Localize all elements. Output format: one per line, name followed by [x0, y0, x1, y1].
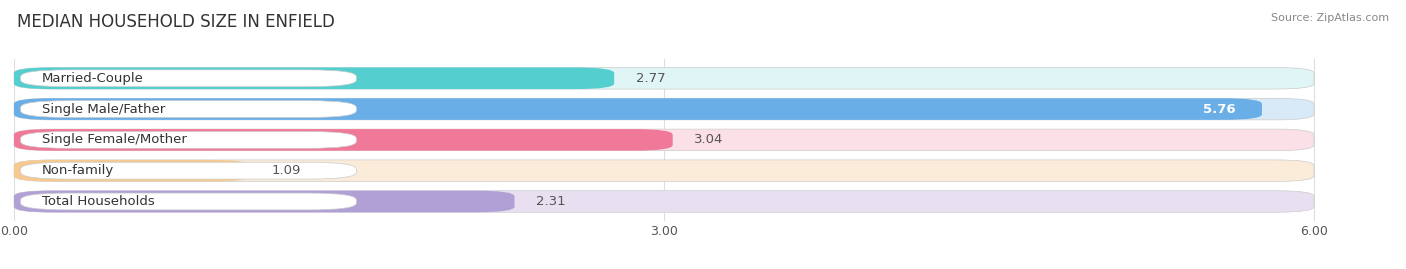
Text: 5.76: 5.76 [1204, 102, 1236, 116]
FancyBboxPatch shape [14, 68, 614, 89]
FancyBboxPatch shape [21, 101, 356, 118]
FancyBboxPatch shape [14, 191, 1315, 212]
FancyBboxPatch shape [21, 132, 356, 148]
FancyBboxPatch shape [14, 160, 250, 182]
FancyBboxPatch shape [14, 160, 1315, 182]
Text: 3.04: 3.04 [695, 133, 724, 146]
FancyBboxPatch shape [14, 191, 515, 212]
Text: MEDIAN HOUSEHOLD SIZE IN ENFIELD: MEDIAN HOUSEHOLD SIZE IN ENFIELD [17, 13, 335, 31]
FancyBboxPatch shape [14, 129, 1315, 151]
FancyBboxPatch shape [14, 98, 1263, 120]
Text: Non-family: Non-family [42, 164, 114, 177]
FancyBboxPatch shape [21, 193, 356, 210]
Text: 2.31: 2.31 [536, 195, 565, 208]
FancyBboxPatch shape [14, 68, 1315, 89]
Text: Source: ZipAtlas.com: Source: ZipAtlas.com [1271, 13, 1389, 23]
Text: 1.09: 1.09 [271, 164, 301, 177]
Text: 2.77: 2.77 [636, 72, 665, 85]
FancyBboxPatch shape [14, 98, 1315, 120]
Text: Single Male/Father: Single Male/Father [42, 102, 166, 116]
Text: Total Households: Total Households [42, 195, 155, 208]
FancyBboxPatch shape [21, 70, 356, 87]
Text: Single Female/Mother: Single Female/Mother [42, 133, 187, 146]
FancyBboxPatch shape [21, 162, 356, 179]
Text: Married-Couple: Married-Couple [42, 72, 143, 85]
FancyBboxPatch shape [14, 129, 672, 151]
